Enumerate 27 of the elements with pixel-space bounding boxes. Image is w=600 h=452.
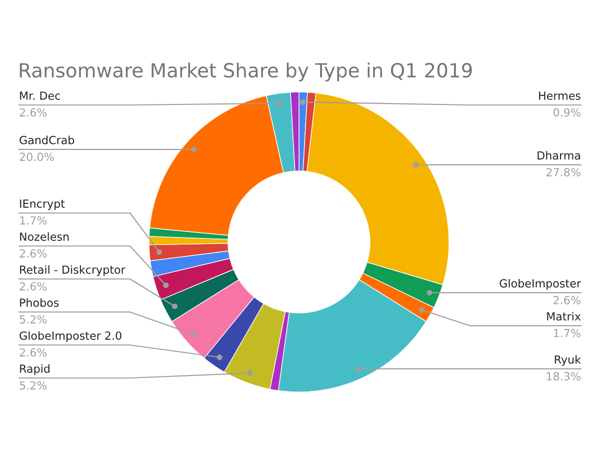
data-label: 5.2% [20, 381, 47, 390]
data-label: 1.7% [20, 216, 47, 225]
data-label: 5.2% [20, 315, 47, 324]
slice-label: Nozelesn [20, 232, 69, 241]
slice-label: GlobeImposter 2.0 [20, 331, 122, 342]
data-label: 2.6% [20, 282, 47, 291]
slice-label: Ryuk [554, 355, 581, 366]
data-label: 2.6% [20, 348, 47, 357]
data-label: 20.0% [20, 152, 54, 162]
slice-label: Retail - Diskcryptor [20, 265, 126, 276]
slice-label: GlobeImposter [500, 278, 581, 290]
slice-label: Dharma [538, 151, 580, 160]
slice-label: IEncrypt [20, 200, 65, 210]
data-label: 0.9% [554, 108, 580, 117]
slice-label: Rapid [20, 364, 50, 375]
slice-label: GandCrab [20, 136, 74, 144]
data-label: 1.7% [554, 328, 580, 338]
slice-label: Matrix [547, 312, 581, 321]
slice-label: Mr. Dec [20, 92, 60, 100]
chart-title: Ransomware Market Share by Type in Q1 2019 [20, 62, 472, 82]
data-label: 18.3% [546, 372, 580, 380]
slice-label: Hermes [539, 92, 580, 100]
data-label: 2.6% [20, 108, 47, 117]
slice-label: Phobos [20, 298, 59, 307]
data-label: 2.6% [554, 296, 580, 304]
data-label: 27.8% [546, 168, 580, 176]
data-label: 2.6% [20, 249, 47, 258]
